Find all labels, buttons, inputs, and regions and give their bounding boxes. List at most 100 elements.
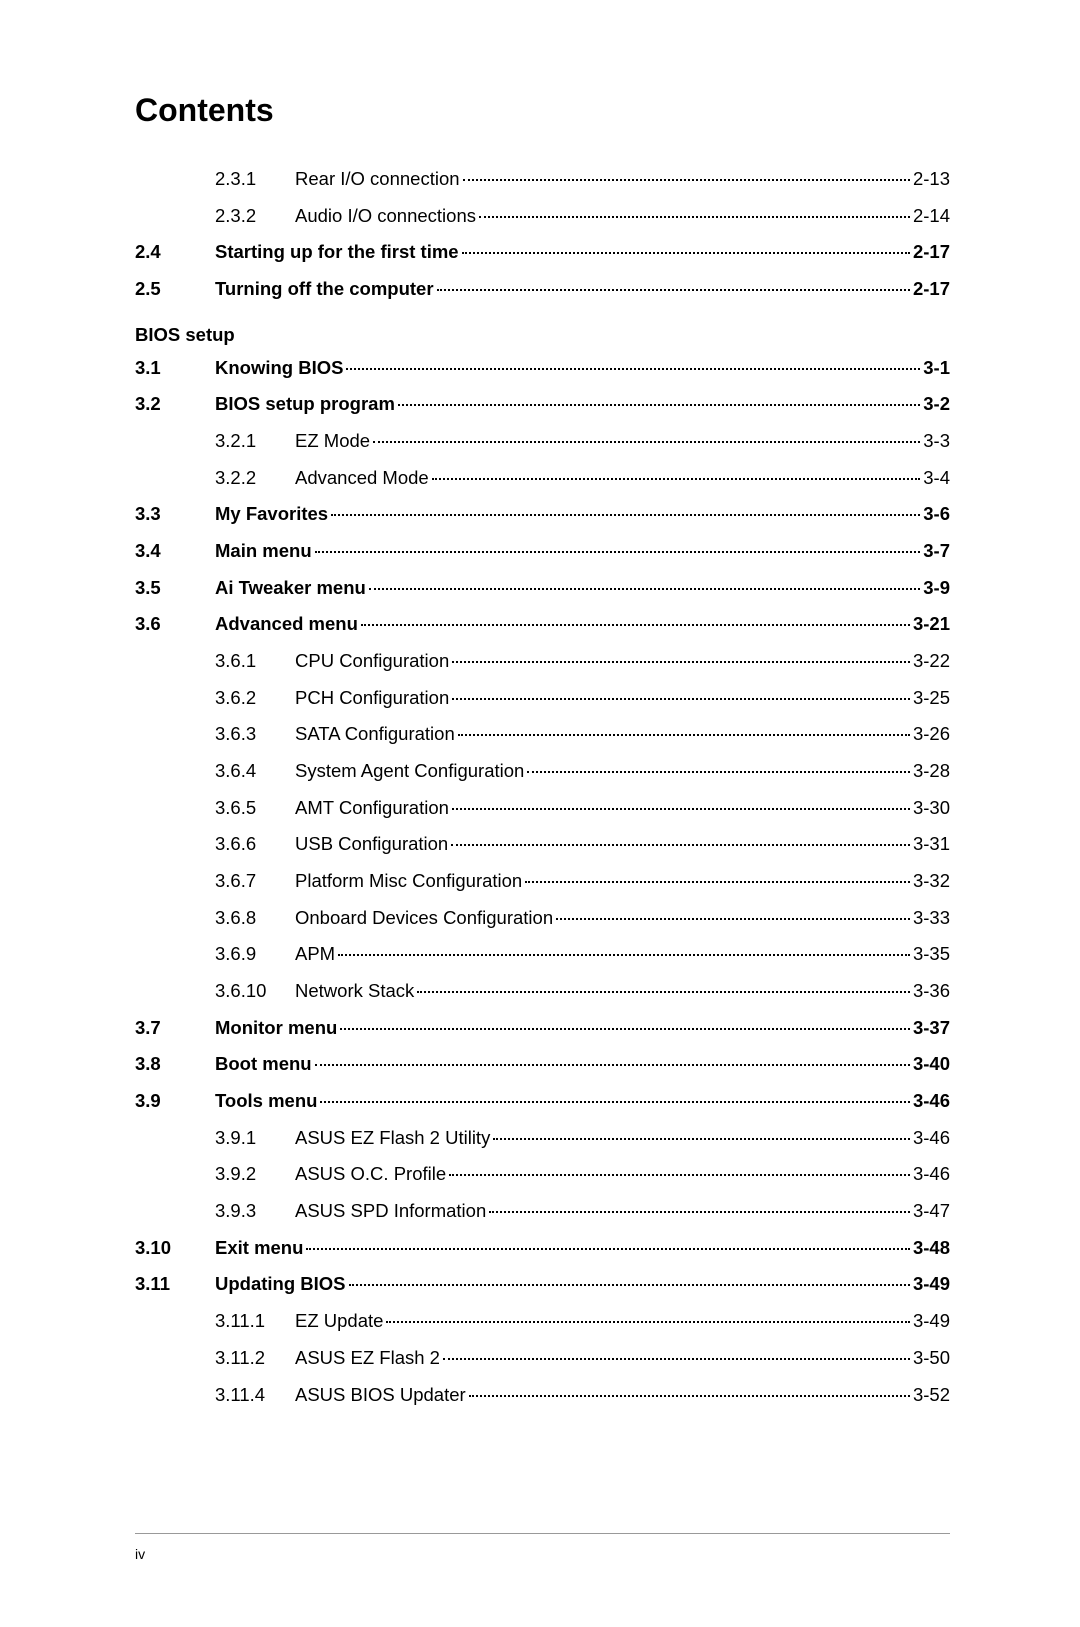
toc-entry-number: 3.6.2 (215, 684, 295, 713)
toc-entry-title: PCH Configuration (295, 684, 449, 713)
toc-entry-page: 3-46 (913, 1160, 950, 1189)
toc-leader-dots (463, 179, 910, 181)
toc-leader-dots (437, 289, 910, 291)
toc-entry-number: 2.5 (135, 275, 215, 304)
page-number: iv (135, 1546, 145, 1562)
toc-entry-title: Updating BIOS (215, 1270, 346, 1299)
toc-entry-page: 3-25 (913, 684, 950, 713)
toc-container: 2.3.1Rear I/O connection2-132.3.2Audio I… (135, 165, 950, 1409)
toc-entry-page: 3-6 (923, 500, 950, 529)
contents-heading: Contents (135, 92, 950, 129)
toc-entry-number: 3.11.4 (215, 1381, 295, 1410)
toc-entry-page: 3-35 (913, 940, 950, 969)
toc-entry-page: 3-7 (923, 537, 950, 566)
toc-entry-title: Network Stack (295, 977, 414, 1006)
toc-entry-page: 3-4 (923, 464, 950, 493)
toc-row: 3.6.4System Agent Configuration3-28 (135, 757, 950, 786)
toc-entry-page: 3-52 (913, 1381, 950, 1410)
toc-entry-title: Monitor menu (215, 1014, 337, 1043)
toc-entry-title: Exit menu (215, 1234, 303, 1263)
toc-row: 2.4Starting up for the first time2-17 (135, 238, 950, 267)
toc-entry-title: SATA Configuration (295, 720, 455, 749)
toc-leader-dots (338, 954, 910, 956)
toc-entry-number: 3.1 (135, 354, 215, 383)
toc-entry-title: System Agent Configuration (295, 757, 524, 786)
toc-leader-dots (349, 1284, 910, 1286)
toc-entry-page: 3-46 (913, 1124, 950, 1153)
toc-entry-page: 3-22 (913, 647, 950, 676)
toc-entry-page: 2-14 (913, 202, 950, 231)
toc-entry-title: AMT Configuration (295, 794, 449, 823)
toc-row: 3.9.3ASUS SPD Information3-47 (135, 1197, 950, 1226)
toc-leader-dots (320, 1101, 910, 1103)
toc-leader-dots (458, 734, 910, 736)
toc-row: 3.6.5AMT Configuration3-30 (135, 794, 950, 823)
toc-leader-dots (315, 1064, 910, 1066)
toc-leader-dots (525, 881, 910, 883)
toc-entry-page: 3-21 (913, 610, 950, 639)
footer: iv (135, 1533, 950, 1562)
toc-entry-title: Tools menu (215, 1087, 317, 1116)
toc-entry-number: 3.5 (135, 574, 215, 603)
toc-entry-page: 3-40 (913, 1050, 950, 1079)
toc-entry-page: 3-49 (913, 1270, 950, 1299)
toc-entry-number: 3.2 (135, 390, 215, 419)
toc-leader-dots (451, 844, 910, 846)
toc-row: 3.6.9APM 3-35 (135, 940, 950, 969)
toc-leader-dots (417, 991, 910, 993)
toc-entry-page: 3-37 (913, 1014, 950, 1043)
toc-row: 3.8Boot menu3-40 (135, 1050, 950, 1079)
toc-entry-title: USB Configuration (295, 830, 448, 859)
toc-entry-number: 3.9.1 (215, 1124, 295, 1153)
toc-row: 2.5Turning off the computer 2-17 (135, 275, 950, 304)
toc-entry-title: CPU Configuration (295, 647, 449, 676)
toc-entry-title: Platform Misc Configuration (295, 867, 522, 896)
toc-leader-dots (361, 624, 910, 626)
toc-entry-page: 3-49 (913, 1307, 950, 1336)
toc-entry-number: 3.11.2 (215, 1344, 295, 1373)
toc-entry-page: 2-17 (913, 275, 950, 304)
toc-entry-page: 3-48 (913, 1234, 950, 1263)
toc-row: 3.11.4ASUS BIOS Updater 3-52 (135, 1381, 950, 1410)
toc-row: 3.5Ai Tweaker menu3-9 (135, 574, 950, 603)
toc-leader-dots (346, 368, 920, 370)
toc-leader-dots (452, 661, 910, 663)
toc-entry-number: 3.9 (135, 1087, 215, 1116)
toc-leader-dots (340, 1028, 910, 1030)
toc-entry-number: 3.6.7 (215, 867, 295, 896)
toc-entry-title: Audio I/O connections (295, 202, 476, 231)
toc-entry-number: 3.6.9 (215, 940, 295, 969)
toc-leader-dots (452, 808, 910, 810)
toc-entry-title: APM (295, 940, 335, 969)
toc-entry-number: 3.6 (135, 610, 215, 639)
toc-leader-dots (493, 1138, 910, 1140)
toc-leader-dots (449, 1174, 910, 1176)
toc-entry-page: 3-31 (913, 830, 950, 859)
toc-section-heading: BIOS setup (135, 324, 950, 346)
toc-entry-page: 2-17 (913, 238, 950, 267)
toc-entry-page: 3-9 (923, 574, 950, 603)
toc-entry-title: Main menu (215, 537, 312, 566)
toc-entry-number: 3.11 (135, 1270, 215, 1299)
toc-entry-title: ASUS SPD Information (295, 1197, 486, 1226)
toc-entry-title: Turning off the computer (215, 275, 434, 304)
toc-entry-number: 2.4 (135, 238, 215, 267)
toc-row: 3.6.2PCH Configuration 3-25 (135, 684, 950, 713)
toc-entry-number: 3.8 (135, 1050, 215, 1079)
toc-leader-dots (331, 514, 920, 516)
toc-row: 2.3.1Rear I/O connection2-13 (135, 165, 950, 194)
toc-entry-title: ASUS BIOS Updater (295, 1381, 466, 1410)
toc-entry-number: 3.6.6 (215, 830, 295, 859)
toc-entry-page: 2-13 (913, 165, 950, 194)
toc-row: 3.11Updating BIOS 3-49 (135, 1270, 950, 1299)
toc-entry-title: Knowing BIOS (215, 354, 343, 383)
toc-row: 3.7Monitor menu 3-37 (135, 1014, 950, 1043)
toc-leader-dots (369, 588, 920, 590)
toc-row: 3.6.8Onboard Devices Configuration3-33 (135, 904, 950, 933)
toc-entry-number: 3.7 (135, 1014, 215, 1043)
toc-entry-page: 3-3 (923, 427, 950, 456)
toc-entry-page: 3-2 (923, 390, 950, 419)
toc-entry-number: 3.6.3 (215, 720, 295, 749)
toc-row: 3.3My Favorites3-6 (135, 500, 950, 529)
toc-leader-dots (479, 216, 910, 218)
